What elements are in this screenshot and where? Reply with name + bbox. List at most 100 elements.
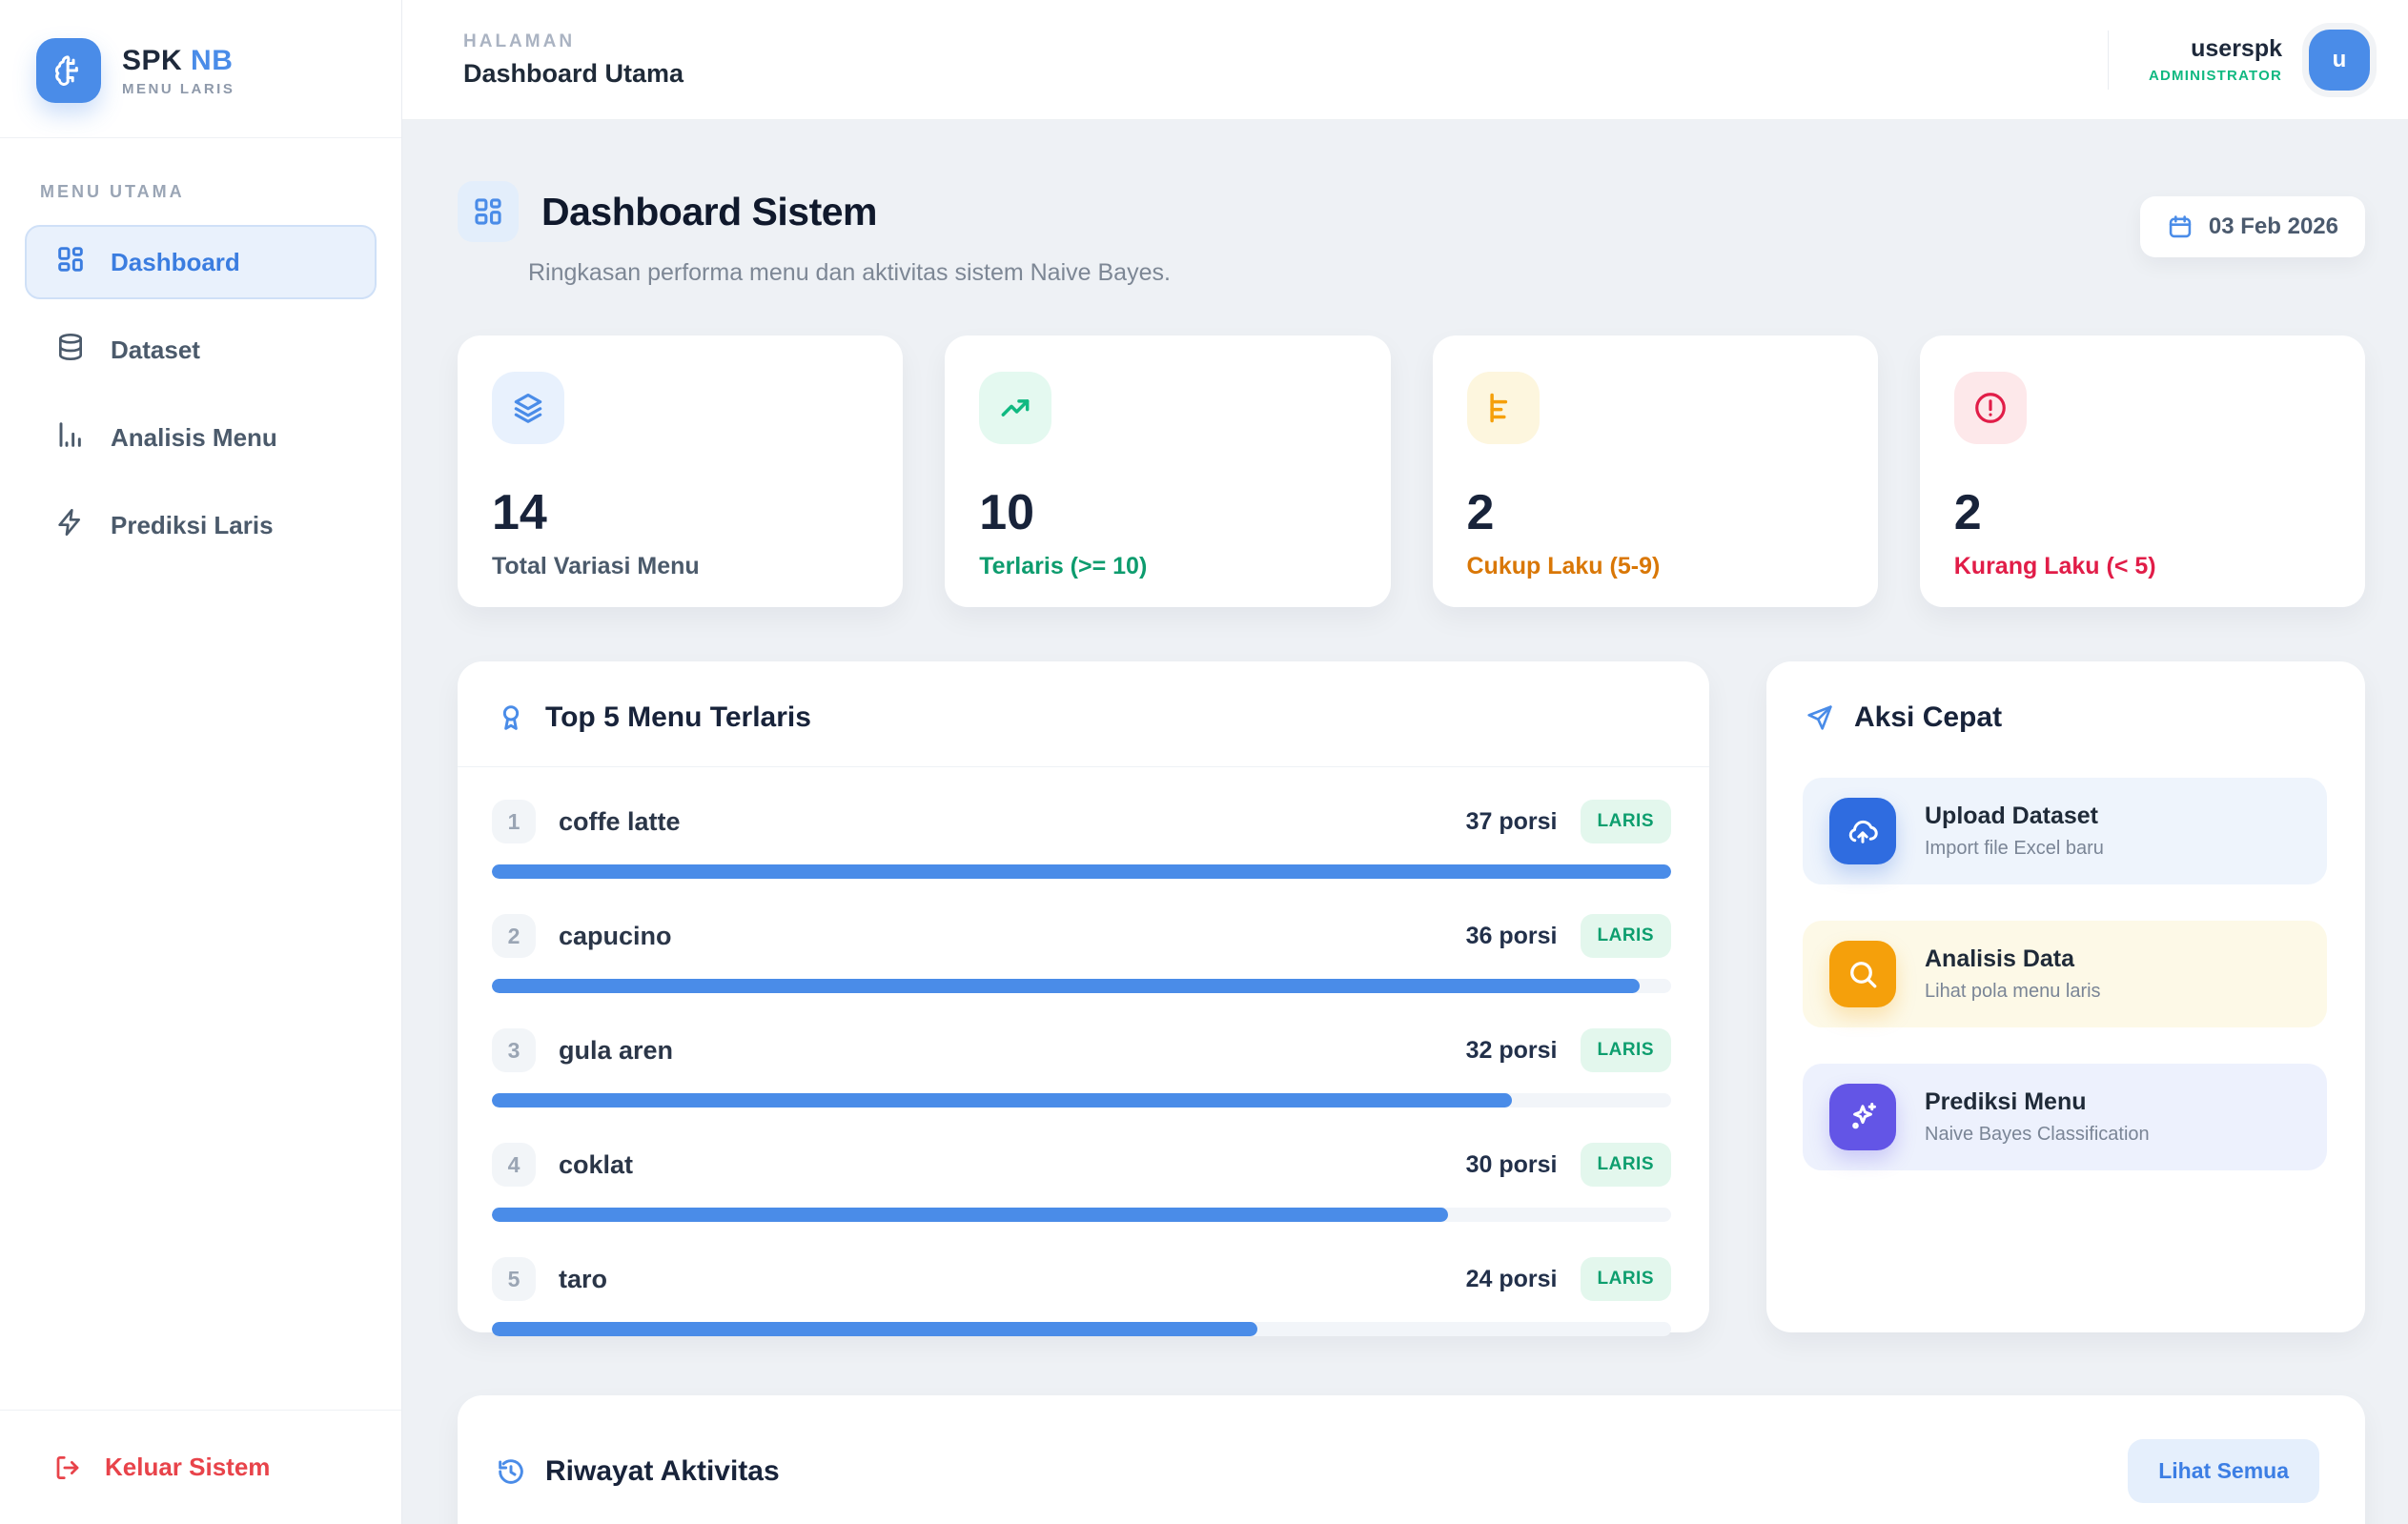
search-icon [1829,941,1896,1007]
sidebar-nav: Dashboard Dataset Analisis Menu [0,225,401,562]
menu-porsi: 24 porsi [1465,1265,1558,1292]
bar-chart-icon [55,419,86,457]
stat-value: 2 [1953,485,1982,540]
stats-row: 14 Total Variasi Menu 10 Terlaris (>= 10… [458,335,2365,607]
progress-fill [492,979,1640,993]
layers-icon [492,372,564,444]
content: Dashboard Sistem Ringkasan performa menu… [402,120,2408,1524]
stat-card-kurang-laku: 2 Kurang Laku (< 5) [1919,335,2365,607]
send-icon [1805,702,1835,733]
calendar-icon [2169,215,2192,238]
sidebar-item-label: Prediksi Laris [111,510,274,539]
sidebar-item-analisis-menu[interactable]: Analisis Menu [25,400,377,475]
list-item: 2 capucino 36 porsi LARIS [492,914,1671,993]
status-badge: LARIS [1580,1257,1671,1301]
rank-badge: 5 [492,1257,536,1301]
progress-track [492,864,1671,879]
menu-name: coffe latte [559,806,681,836]
breadcrumb: HALAMAN Dashboard Utama [463,31,684,89]
stat-label: Kurang Laku (< 5) [1953,553,2156,579]
user-name: userspk [2191,35,2282,62]
logout-icon [53,1453,82,1482]
progress-fill [492,1208,1449,1222]
page-title: Dashboard Sistem [541,189,878,234]
stat-value: 14 [492,485,547,540]
menu-name: gula aren [559,1035,674,1065]
progress-track [492,1322,1671,1336]
page-subtitle: Ringkasan performa menu dan aktivitas si… [528,259,1171,286]
activity-header: Riwayat Aktivitas Lihat Semua [458,1395,2365,1524]
progress-fill [492,864,1671,879]
stat-label: Total Variasi Menu [492,553,700,579]
stat-card-cukup-laku: 2 Cukup Laku (5-9) [1432,335,1878,607]
upload-dataset-button[interactable]: Upload Dataset Import file Excel baru [1803,778,2327,884]
action-subtitle: Import file Excel baru [1925,838,2104,859]
quick-actions-card: Aksi Cepat Upload Dataset [1766,661,2365,1332]
status-badge: LARIS [1580,1143,1671,1187]
menu-name: taro [559,1264,608,1293]
view-all-button[interactable]: Lihat Semua [2128,1439,2319,1503]
progress-fill [492,1322,1257,1336]
sidebar-spacer [0,562,401,1410]
brand: SPK NB MENU LARIS [0,0,401,138]
sidebar-item-prediksi-laris[interactable]: Prediksi Laris [25,488,377,562]
top-menu-list: 1 coffe latte 37 porsi LARIS 2 [458,767,1709,1336]
cloud-upload-icon [1829,798,1896,864]
quick-actions-header: Aksi Cepat [1766,661,2365,766]
action-subtitle: Naive Bayes Classification [1925,1124,2150,1145]
user-area: userspk ADMINISTRATOR u [2107,29,2370,91]
menu-porsi: 32 porsi [1465,1036,1558,1064]
top-menu-card: Top 5 Menu Terlaris 1 coffe latte 37 por… [458,661,1709,1336]
topbar-divider [2107,30,2109,90]
action-title: Analisis Data [1925,945,2075,972]
stat-label: Cukup Laku (5-9) [1466,553,1661,579]
progress-track [492,1208,1671,1222]
stat-label: Terlaris (>= 10) [979,553,1148,579]
user-role-badge: ADMINISTRATOR [2148,68,2282,84]
list-item: 4 coklat 30 porsi LARIS [492,1143,1671,1222]
award-icon [496,702,526,733]
menu-porsi: 30 porsi [1465,1150,1558,1178]
sidebar-item-label: Analisis Menu [111,422,277,452]
top-menu-header: Top 5 Menu Terlaris [458,661,1709,767]
topbar-page-title: Dashboard Utama [463,58,684,88]
middle-row: Top 5 Menu Terlaris 1 coffe latte 37 por… [458,661,2365,1336]
sidebar-item-dataset[interactable]: Dataset [25,313,377,387]
trending-up-icon [979,372,1052,444]
zap-icon [55,507,86,544]
stat-card-total-menu: 14 Total Variasi Menu [458,335,904,607]
sparkles-icon [1829,1084,1896,1150]
alert-circle-icon [1953,372,2027,444]
status-badge: LARIS [1580,800,1671,843]
activity-title: Riwayat Aktivitas [545,1454,780,1487]
quick-actions-title: Aksi Cepat [1854,701,2003,733]
progress-fill [492,1093,1512,1107]
sidebar-footer: Keluar Sistem [0,1410,401,1524]
brand-text: SPK NB MENU LARIS [122,45,235,97]
action-title: Upload Dataset [1925,803,2098,829]
stat-value: 2 [1466,485,1495,540]
analisis-data-button[interactable]: Analisis Data Lihat pola menu laris [1803,921,2327,1027]
date-badge[interactable]: 03 Feb 2026 [2139,196,2365,257]
date-label: 03 Feb 2026 [2208,213,2338,239]
brain-icon [36,38,101,103]
progress-track [492,1093,1671,1107]
stat-value: 10 [979,485,1035,540]
avatar[interactable]: u [2309,29,2370,91]
rank-badge: 3 [492,1028,536,1072]
list-item: 1 coffe latte 37 porsi LARIS [492,800,1671,879]
prediksi-menu-button[interactable]: Prediksi Menu Naive Bayes Classification [1803,1064,2327,1170]
activity-card: Riwayat Aktivitas Lihat Semua [458,1395,2365,1524]
brand-name: SPK NB [122,44,234,76]
menu-name: capucino [559,921,672,950]
action-subtitle: Lihat pola menu laris [1925,981,2101,1002]
user-meta: userspk ADMINISTRATOR [2149,35,2282,84]
sidebar-item-label: Dashboard [111,247,240,276]
list-item: 3 gula aren 32 porsi LARIS [492,1028,1671,1107]
sidebar-item-dashboard[interactable]: Dashboard [25,225,377,299]
page-head: Dashboard Sistem Ringkasan performa menu… [458,181,2365,287]
list-item: 5 taro 24 porsi LARIS [492,1257,1671,1336]
logout-button[interactable]: Keluar Sistem [25,1453,377,1482]
action-title: Prediksi Menu [1925,1088,2087,1115]
